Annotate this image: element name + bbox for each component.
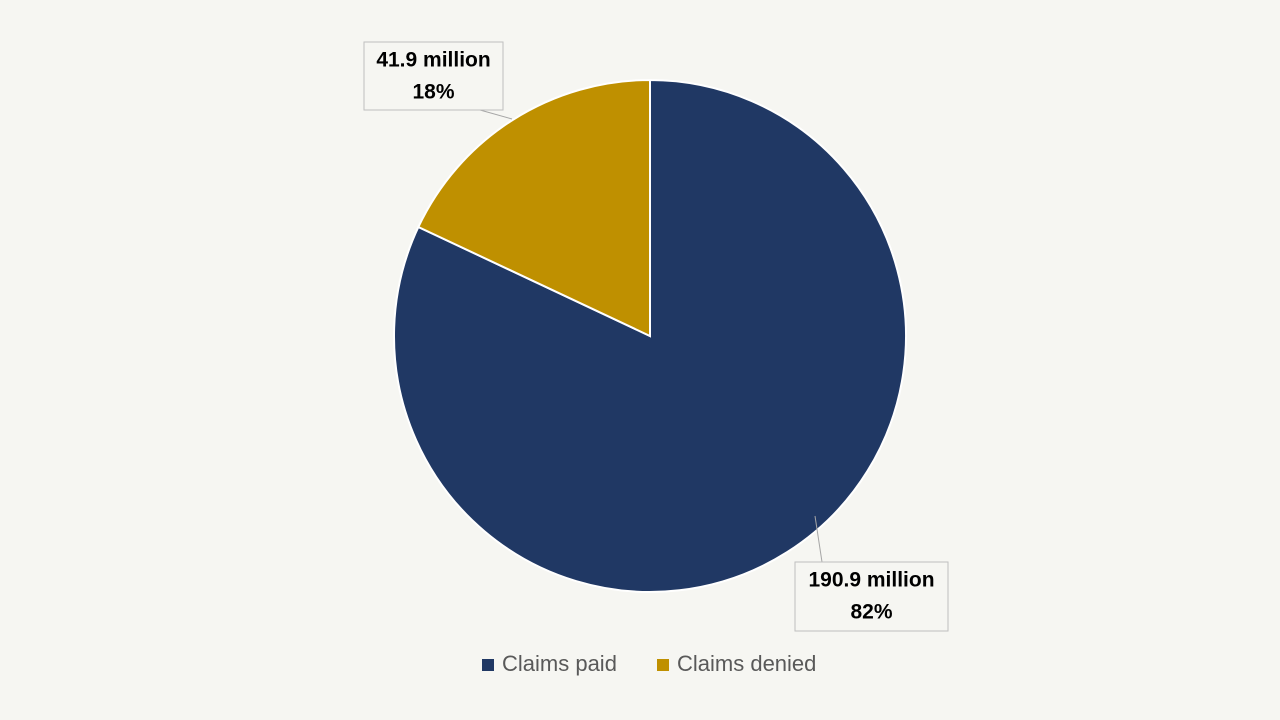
- value-label: 41.9 million: [376, 49, 490, 72]
- label-box: [794, 561, 949, 632]
- legend-label: Claims denied: [677, 651, 816, 676]
- legend-swatch: [657, 659, 669, 671]
- leader-line: [814, 515, 823, 563]
- legend-label: Claims paid: [502, 651, 617, 676]
- label-box: [363, 41, 504, 111]
- value-label: 190.9 million: [808, 569, 934, 592]
- percent-label: 18%: [412, 81, 454, 104]
- pie-slice: [417, 78, 651, 338]
- legend-swatch: [482, 659, 494, 671]
- leader-line: [479, 109, 513, 120]
- percent-label: 82%: [850, 601, 892, 624]
